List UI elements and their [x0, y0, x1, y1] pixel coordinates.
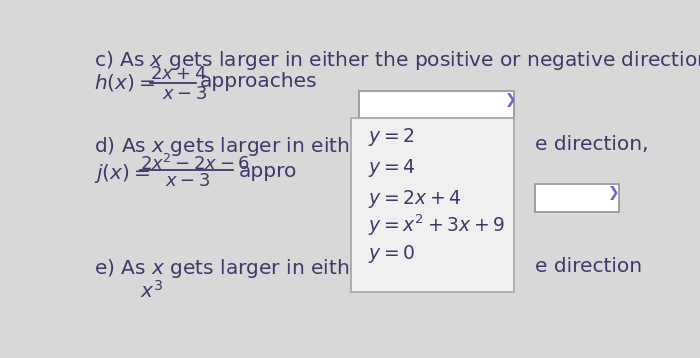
Text: appro: appro	[239, 162, 297, 181]
Text: $y=0$: $y=0$	[368, 243, 415, 265]
Text: $x-3$: $x-3$	[162, 84, 207, 102]
Text: $y=2$: $y=2$	[368, 126, 414, 148]
Text: $x^3$: $x^3$	[140, 280, 163, 302]
FancyBboxPatch shape	[358, 91, 514, 118]
Text: $y=x^2+3x+9$: $y=x^2+3x+9$	[368, 212, 505, 238]
Text: e direction,: e direction,	[536, 135, 649, 154]
Text: d) As $x$ gets larger in either th: d) As $x$ gets larger in either th	[94, 135, 397, 158]
Text: $2x^2-2x-6$: $2x^2-2x-6$	[140, 154, 250, 174]
FancyBboxPatch shape	[536, 184, 619, 212]
Text: $y=2x+4$: $y=2x+4$	[368, 188, 461, 210]
Text: ❯: ❯	[608, 186, 620, 200]
Text: $2x+4$: $2x+4$	[150, 64, 206, 83]
Text: approaches: approaches	[200, 72, 318, 91]
Text: e) As $x$ gets larger in either th: e) As $x$ gets larger in either th	[94, 257, 397, 280]
Text: e direction: e direction	[536, 257, 643, 276]
Text: $x-3$: $x-3$	[165, 171, 210, 189]
Text: c) As $x$ gets larger in either the positive or negative direction,: c) As $x$ gets larger in either the posi…	[94, 49, 700, 72]
FancyBboxPatch shape	[351, 118, 514, 292]
Text: $j(x) = $: $j(x) = $	[94, 162, 150, 185]
Text: $h(x) = $: $h(x) = $	[94, 72, 155, 93]
Text: ❯: ❯	[505, 93, 516, 107]
Text: $y=4$: $y=4$	[368, 157, 416, 179]
